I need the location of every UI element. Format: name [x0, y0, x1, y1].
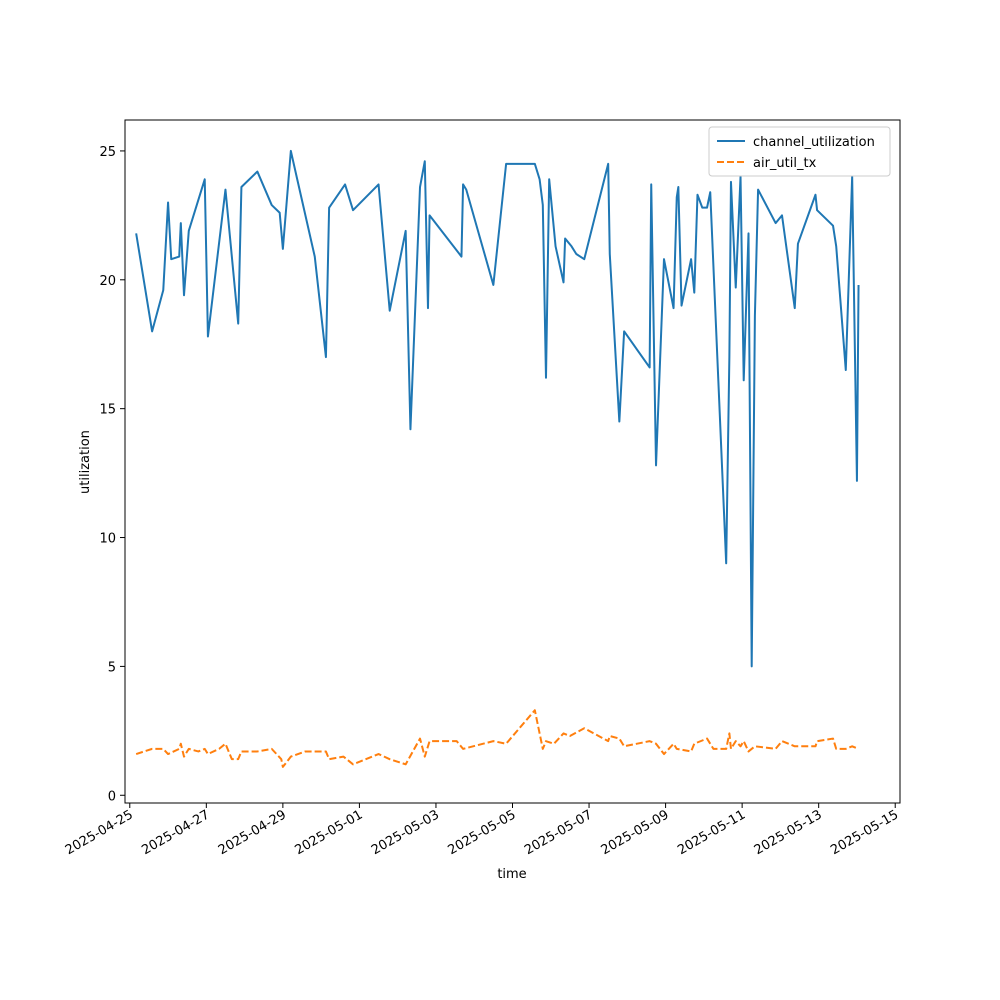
x-axis-label: time	[497, 867, 526, 882]
y-axis-label: utilization	[78, 430, 93, 494]
y-tick-label: 0	[108, 789, 116, 804]
series-line-air-util-tx	[135, 709, 859, 768]
y-tick-label: 20	[99, 274, 116, 289]
y-tick-label: 10	[99, 532, 116, 547]
y-tick-label: 5	[108, 660, 116, 675]
series-line-channel-utilization	[135, 149, 860, 668]
plot-area	[135, 149, 860, 768]
legend-label: air_util_tx	[753, 156, 817, 171]
y-tick-label: 25	[99, 145, 116, 160]
legend-label: channel_utilization	[753, 135, 875, 150]
legend-box	[708, 126, 891, 177]
y-tick-label: 15	[99, 403, 116, 418]
legend: channel_utilization air_util_tx	[708, 126, 891, 177]
